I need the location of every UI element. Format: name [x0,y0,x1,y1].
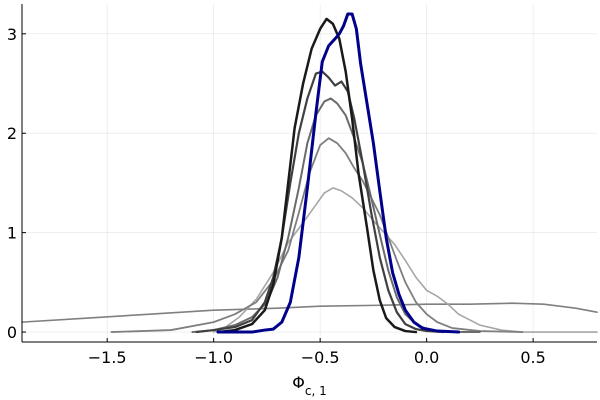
density-curve-5 [195,70,445,334]
x-axis-label: Φc, 1 [292,373,326,398]
x-tick-label: −1.5 [88,348,127,367]
y-tick-label: 0 [7,323,17,342]
x-axis-label-subscript: c, 1 [305,384,327,398]
tick-labels: −1.5 −1.0 −0.5 0.0 0.5 0 1 2 3 [7,25,546,367]
density-curve-6 [216,17,418,334]
density-curve-7 [216,12,461,334]
density-curve-1 [21,302,598,323]
x-tick-label: −1.0 [194,348,233,367]
y-tick-label: 3 [7,25,17,44]
x-tick-label: −0.5 [301,348,340,367]
y-tick-label: 1 [7,224,17,243]
x-tick-label: 0.0 [414,348,439,367]
x-axis-label-symbol: Φ [292,373,305,392]
axis-layer [21,4,597,343]
y-tick-label: 2 [7,124,17,143]
x-tick-label: 0.5 [520,348,545,367]
series-layer [21,12,598,334]
density-curve-3 [110,137,524,333]
